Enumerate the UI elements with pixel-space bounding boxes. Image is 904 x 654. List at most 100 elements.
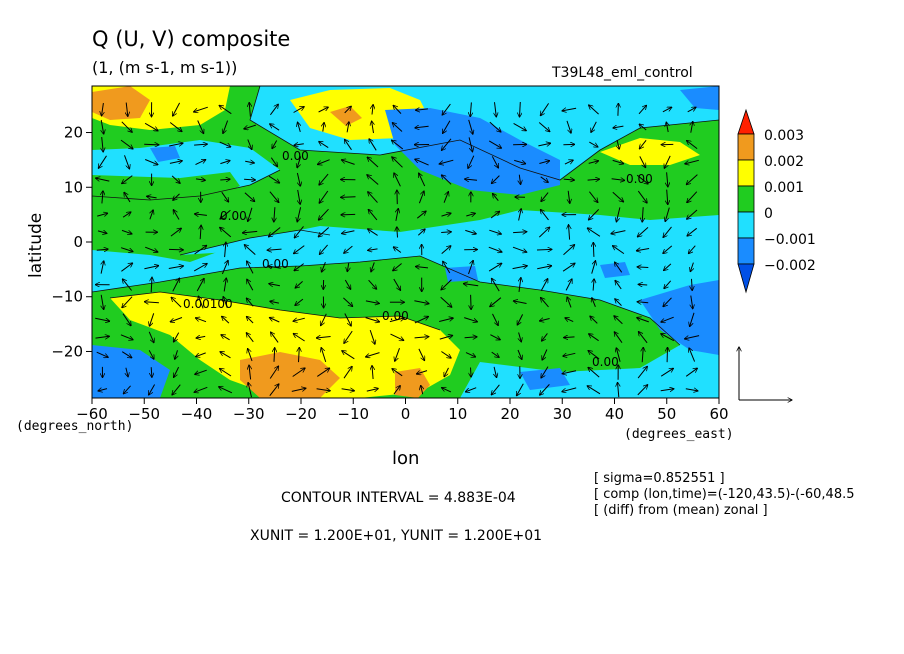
blue-small-1	[150, 146, 180, 162]
wind-vector	[468, 119, 473, 134]
wind-vector	[246, 298, 254, 307]
wind-vector	[637, 302, 649, 303]
wind-vector	[344, 313, 351, 327]
wind-vector	[639, 139, 647, 149]
contour-label: 0.00	[592, 355, 619, 369]
wind-vector	[687, 209, 698, 219]
wind-vector	[149, 384, 156, 396]
wind-vector	[614, 332, 623, 343]
wind-vector	[318, 227, 330, 237]
wind-vector	[269, 284, 280, 286]
wind-vector	[393, 105, 402, 114]
wind-vector	[144, 302, 159, 303]
wind-vector	[517, 383, 524, 396]
wind-vector	[220, 352, 231, 359]
wind-vector	[591, 261, 596, 274]
wind-vector	[150, 210, 153, 220]
wind-vector	[272, 140, 278, 149]
wind-vector	[642, 347, 643, 363]
wind-vector	[464, 317, 477, 322]
wind-vector	[317, 159, 330, 165]
wind-vector	[124, 155, 130, 169]
colorbar-label: −0.002	[764, 258, 816, 274]
wind-vector	[470, 102, 471, 116]
x-tick-label: 60	[709, 405, 728, 423]
wind-vector	[439, 335, 453, 340]
wind-vector	[667, 189, 668, 205]
wind-vector	[319, 190, 329, 203]
wind-vector	[440, 296, 452, 307]
wind-vector	[295, 281, 303, 288]
x-axis: −60 −50 −40 −30 −20 −10 0 10 20 30 40 50 60	[76, 398, 729, 423]
wind-vector	[292, 368, 305, 377]
x-tick-label: −30	[233, 405, 265, 423]
wind-vector	[421, 385, 423, 395]
y-axis: −20 −10 0 10 20	[51, 124, 92, 360]
wind-vector	[174, 332, 180, 342]
y-tick-label: 0	[73, 233, 83, 251]
wind-vector	[396, 209, 398, 221]
wind-vector	[120, 247, 133, 252]
wind-vector	[196, 278, 204, 292]
wind-vector	[147, 196, 157, 198]
wind-vector	[517, 314, 524, 325]
wind-vector	[519, 209, 522, 221]
orange-south-region	[240, 352, 340, 398]
wind-vector	[269, 384, 279, 397]
wind-vector	[173, 193, 180, 200]
wind-vector	[298, 189, 301, 204]
wind-vector	[569, 225, 570, 240]
wind-vector	[563, 179, 575, 180]
wind-vector	[468, 155, 475, 169]
wind-vector	[589, 105, 599, 115]
wind-vector	[491, 384, 500, 395]
blue-small-3	[600, 262, 630, 278]
wind-vector	[687, 191, 698, 203]
wind-vector	[441, 246, 451, 254]
wind-vector	[270, 124, 280, 131]
wind-vector	[297, 156, 302, 167]
wind-vector	[194, 386, 208, 392]
wind-vector	[661, 316, 674, 322]
wind-vector	[637, 366, 647, 379]
wind-vector	[299, 347, 300, 363]
wind-vector	[519, 332, 522, 342]
wind-vector	[568, 190, 570, 204]
wind-vector	[144, 144, 159, 145]
wind-vector	[442, 103, 451, 115]
wind-vector	[194, 144, 207, 145]
colorbar-label: 0.003	[764, 128, 804, 144]
wind-vector	[298, 122, 301, 133]
wind-vector	[248, 383, 252, 398]
contour-label: 0.00	[282, 149, 309, 163]
wind-vector	[612, 159, 624, 163]
wind-vector	[662, 107, 672, 113]
wind-vector	[95, 317, 110, 321]
wind-vector	[512, 266, 528, 269]
wind-vector	[102, 191, 103, 204]
wind-vector	[685, 389, 698, 391]
x-tick-label: 40	[605, 405, 624, 423]
wind-vector	[372, 105, 373, 115]
x-tick-label: −60	[76, 405, 108, 423]
wind-vector	[638, 284, 648, 285]
wind-vector	[269, 366, 278, 379]
wind-vector	[269, 318, 280, 323]
contour-line	[179, 229, 331, 256]
colorbar-label: 0.001	[764, 180, 804, 196]
wind-vector	[389, 318, 405, 323]
wind-vector	[538, 227, 549, 238]
wind-vector	[562, 263, 575, 272]
wind-vector	[121, 263, 132, 272]
wind-vector	[319, 173, 329, 185]
wind-vector	[493, 194, 499, 202]
wind-vector	[291, 388, 306, 392]
wind-vector	[98, 389, 108, 391]
wind-vector	[690, 312, 695, 327]
wind-vector	[666, 122, 668, 133]
wind-vector	[274, 348, 275, 362]
wind-vector	[219, 141, 231, 147]
wind-vector	[589, 141, 598, 147]
wind-vector	[539, 161, 549, 164]
